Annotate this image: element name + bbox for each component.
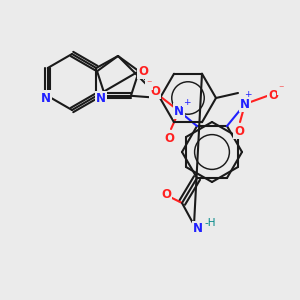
- Text: +: +: [183, 98, 191, 106]
- Text: ⁻: ⁻: [278, 84, 284, 94]
- Text: O: O: [138, 65, 148, 78]
- Text: N: N: [240, 98, 250, 110]
- Text: O: O: [234, 124, 244, 137]
- Text: N: N: [41, 92, 51, 104]
- Text: N: N: [96, 92, 106, 105]
- Text: O: O: [164, 131, 174, 145]
- Text: -H: -H: [204, 218, 216, 228]
- Text: O: O: [150, 85, 160, 98]
- Text: N: N: [174, 104, 184, 118]
- Text: +: +: [244, 89, 252, 98]
- Text: O: O: [161, 188, 171, 202]
- Text: O: O: [268, 88, 278, 101]
- Text: ⁻: ⁻: [146, 79, 152, 89]
- Text: N: N: [193, 223, 203, 236]
